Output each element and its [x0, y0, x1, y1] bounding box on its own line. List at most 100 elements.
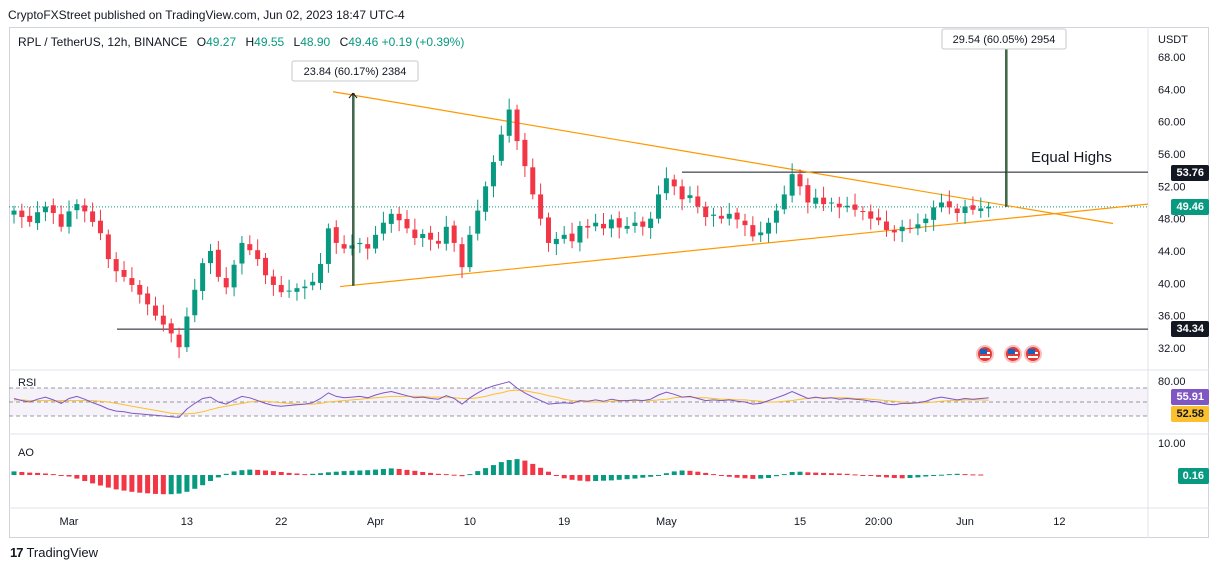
ao-bar: [891, 475, 897, 478]
x-tick-label: Mar: [60, 516, 79, 528]
ao-bar: [82, 475, 88, 481]
ao-bar: [325, 472, 331, 475]
candle-body: [954, 208, 960, 214]
ao-bar: [514, 459, 520, 475]
ao-bar: [828, 473, 834, 475]
candle-body: [19, 210, 25, 218]
candle-body: [711, 214, 717, 216]
ao-bar: [946, 474, 952, 476]
ao-bar: [569, 475, 575, 480]
candle-body: [758, 232, 764, 236]
publisher-line: CryptoFXStreet published on TradingView.…: [8, 8, 405, 22]
ao-bar: [679, 470, 685, 475]
tradingview-footer[interactable]: 17 TradingView: [10, 545, 98, 560]
ao-bar: [585, 475, 591, 482]
ao-bar: [561, 475, 567, 479]
us-flag-icon[interactable]: [1004, 345, 1022, 363]
candle-body: [821, 197, 827, 205]
candle-body: [648, 218, 654, 228]
candle-body: [608, 219, 614, 229]
ao-bar: [938, 474, 944, 476]
ao-bar: [530, 463, 536, 475]
x-tick-label: 19: [558, 516, 570, 528]
candle-body: [860, 210, 866, 212]
close-label: C: [339, 35, 349, 49]
candle-body: [876, 217, 882, 221]
ao-bar: [813, 472, 819, 475]
ao-bar: [11, 471, 17, 475]
candle-body: [585, 225, 591, 228]
candle-body: [286, 290, 292, 292]
support-price-tag: 34.34: [1171, 321, 1209, 337]
tradingview-logo-icon: 17: [10, 545, 24, 560]
candle-body: [962, 206, 968, 214]
candle-body: [263, 257, 269, 276]
candle-body: [341, 244, 347, 249]
ao-bar: [113, 475, 119, 490]
candle-body: [718, 215, 724, 219]
symbol-title: RPL / TetherUS, 12h, BINANCE: [18, 35, 188, 49]
equal-highs-label: Equal Highs: [1031, 149, 1112, 166]
ao-bar: [868, 475, 874, 476]
ao-label[interactable]: AO: [18, 447, 34, 459]
candle-body: [42, 206, 48, 213]
us-flag-icon[interactable]: [976, 345, 994, 363]
ao-bar: [365, 470, 371, 475]
ao-bar: [970, 474, 976, 476]
candle-body: [318, 263, 324, 283]
candle-body: [50, 205, 56, 214]
ao-bar: [687, 470, 693, 475]
rsi-line: [13, 381, 989, 418]
measure-label-2: 29.54 (60.05%) 2954: [953, 34, 1056, 46]
upper-trendline: [332, 91, 1114, 225]
ao-bar: [695, 471, 701, 475]
ao-bar: [388, 468, 394, 475]
y-tick-label: 52.00: [1158, 181, 1186, 193]
x-tick-label: 10: [464, 516, 476, 528]
rsi-label[interactable]: RSI: [18, 377, 37, 389]
ao-bar: [836, 473, 842, 475]
ao-bar: [302, 474, 308, 476]
y-tick-label: 32.00: [1158, 343, 1186, 355]
ao-bar: [718, 475, 724, 476]
candle-body: [781, 194, 787, 210]
candle-body: [35, 212, 41, 224]
ao-bar: [671, 471, 677, 475]
candle-body: [208, 251, 213, 264]
candle-body: [970, 205, 976, 210]
candle-body: [357, 242, 363, 245]
ao-value-tag: 0.16: [1177, 468, 1209, 484]
candle-body: [475, 210, 481, 234]
candle-body: [789, 174, 795, 196]
x-tick-label: Jun: [956, 516, 974, 528]
candle-body: [545, 217, 551, 243]
ao-bar: [184, 475, 190, 492]
ao-bar: [844, 473, 850, 475]
ao-bar: [860, 475, 866, 476]
candle-body: [640, 221, 646, 227]
ao-bar: [373, 469, 379, 475]
candle-body: [451, 225, 457, 243]
candle-body: [656, 194, 662, 219]
candle-body: [129, 278, 135, 285]
candle-body: [11, 210, 17, 215]
symbol-legend: RPL / TetherUS, 12h, BINANCE O49.27 H49.…: [18, 35, 464, 49]
ao-bar: [160, 475, 166, 495]
ao-bar: [223, 473, 229, 475]
ao-bar: [380, 469, 386, 475]
candle-body: [852, 204, 858, 210]
ao-bar: [231, 471, 237, 475]
ao-bar: [805, 472, 811, 475]
us-flag-icon[interactable]: [1024, 345, 1042, 363]
ao-bar: [915, 475, 921, 478]
candle-body: [946, 201, 952, 208]
rsi-tick-label: 80.00: [1158, 376, 1186, 388]
candle-body: [373, 234, 379, 249]
candle-body: [239, 242, 245, 264]
ao-bar: [703, 472, 709, 475]
candle-body: [121, 269, 127, 277]
candle-body: [82, 205, 88, 212]
candle-body: [797, 174, 803, 187]
candle-body: [703, 206, 709, 218]
